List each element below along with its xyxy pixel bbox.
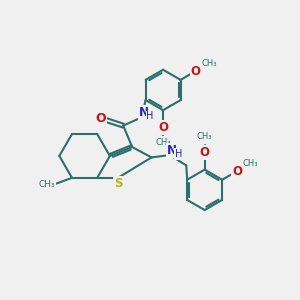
- Text: CH₃: CH₃: [243, 159, 258, 168]
- Text: S: S: [114, 177, 123, 190]
- Text: O: O: [232, 165, 242, 178]
- Text: N: N: [139, 106, 149, 119]
- Text: O: O: [158, 121, 168, 134]
- Text: CH₃: CH₃: [197, 132, 212, 141]
- Text: N: N: [167, 144, 177, 157]
- Text: O: O: [95, 112, 106, 125]
- Text: H: H: [146, 111, 154, 122]
- Text: CH₃: CH₃: [38, 180, 55, 189]
- Text: O: O: [200, 146, 210, 159]
- Text: O: O: [190, 65, 200, 78]
- Text: CH₃: CH₃: [201, 59, 217, 68]
- Text: H: H: [175, 149, 182, 159]
- Text: CH₃: CH₃: [155, 138, 171, 147]
